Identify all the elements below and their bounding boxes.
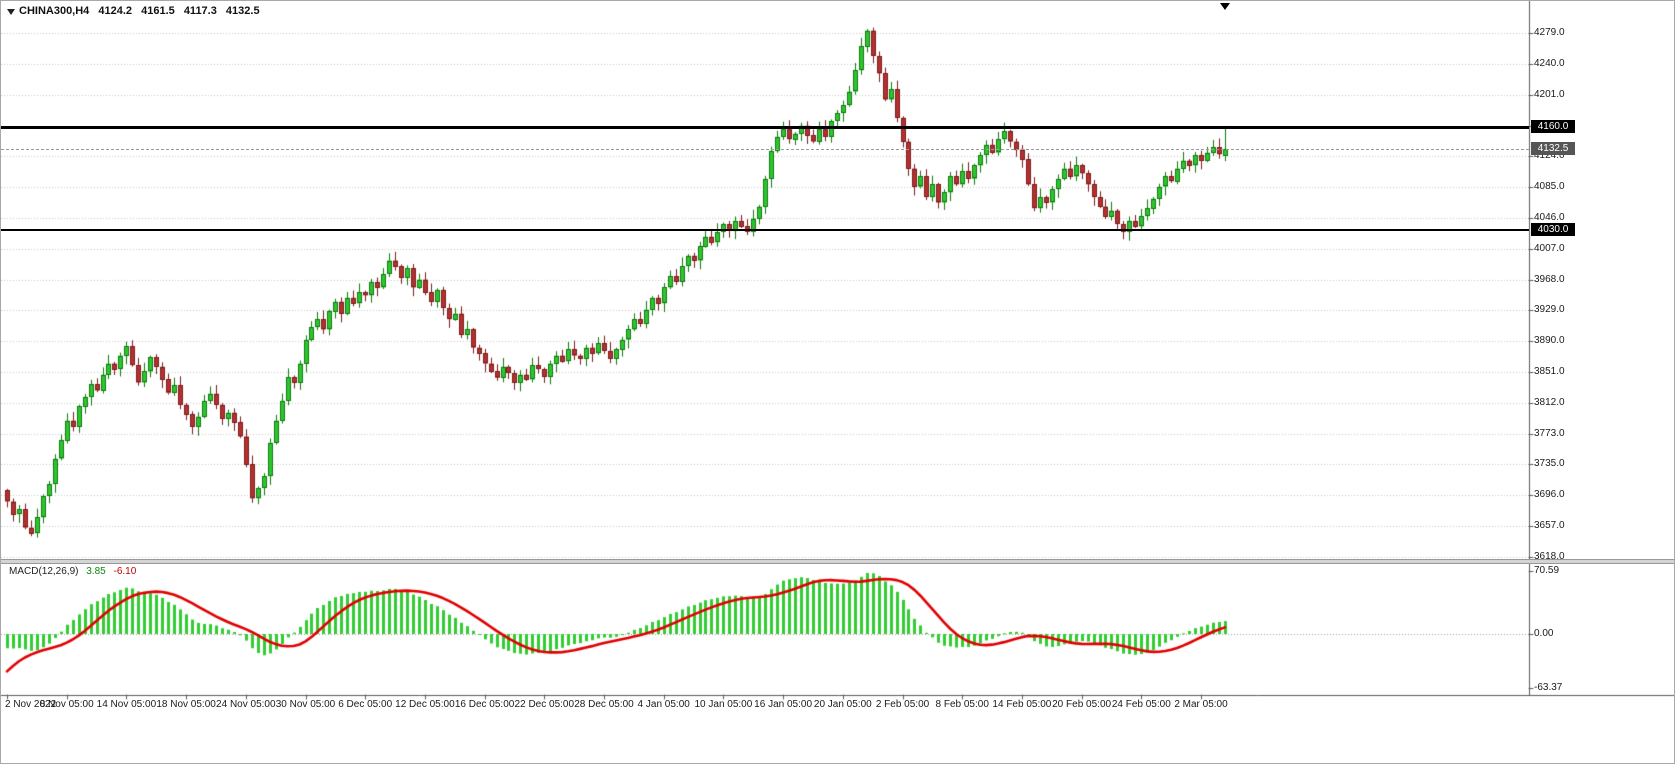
macd-value-main: 3.85 [86, 566, 106, 577]
time-scale-label: 4 Jan 05:00 [637, 699, 690, 710]
hline-price-badge: 4160.0 [1531, 120, 1575, 133]
time-scale-label: 20 Jan 05:00 [813, 699, 872, 710]
time-scale-label: 14 Nov 05:00 [96, 699, 157, 710]
chart-title: CHINA300,H4 4124.2 4161.5 4117.3 4132.5 [19, 5, 266, 17]
time-scale-label: 14 Feb 05:00 [992, 699, 1052, 710]
time-scale-label: 10 Jan 05:00 [694, 699, 753, 710]
time-scale-label: 2 Mar 05:00 [1174, 699, 1228, 710]
time-scale-label: 6 Dec 05:00 [338, 699, 393, 710]
price-scale[interactable]: 4160.0 4030.0 4132.5 70.59 0.00 -63.37 4… [1530, 1, 1674, 763]
price-scale-label: 3851.0 [1534, 366, 1565, 378]
time-scale-label: 20 Feb 05:00 [1052, 699, 1112, 710]
ohlc-open: 4124.2 [98, 5, 133, 17]
price-scale-label: 4240.0 [1534, 57, 1565, 69]
time-scale-label: 30 Nov 05:00 [275, 699, 336, 710]
time-scale-label: 22 Dec 05:00 [514, 699, 575, 710]
time-scale-label: 2 Nov 2022 [5, 699, 57, 710]
macd-scale-max: 70.59 [1534, 565, 1560, 576]
time-scale-label: 2 Feb 05:00 [875, 699, 930, 710]
macd-name: MACD(12,26,9) [9, 566, 79, 577]
time-scale-label: 24 Feb 05:00 [1111, 699, 1171, 710]
support-line[interactable] [1, 229, 1529, 231]
ohlc-close: 4132.5 [225, 5, 260, 17]
panel-splitter[interactable] [1, 559, 1674, 564]
macd-scale-zero: 0.00 [1534, 628, 1554, 639]
price-scale-label: 3618.0 [1534, 551, 1565, 562]
price-scale-label: 3890.0 [1534, 335, 1565, 347]
price-scale-label: 3657.0 [1534, 520, 1565, 532]
resistance-line[interactable] [1, 126, 1529, 129]
current-price-badge: 4132.5 [1531, 142, 1575, 155]
price-scale-label: 3773.0 [1534, 428, 1565, 440]
chart-shift-marker-icon[interactable] [1220, 3, 1230, 10]
price-scale-label: 4085.0 [1534, 180, 1565, 192]
price-scale-label: 4279.0 [1534, 27, 1565, 38]
time-scale-label: 8 Nov 05:00 [39, 699, 94, 710]
time-scale-label: 18 Nov 05:00 [156, 699, 216, 710]
price-scale-label: 4201.0 [1534, 88, 1565, 100]
ohlc-high: 4161.5 [141, 5, 175, 17]
symbol-label: CHINA300,H4 [19, 5, 90, 17]
price-scale-label: 3929.0 [1534, 304, 1565, 316]
time-scale-label: 24 Nov 05:00 [216, 699, 276, 710]
time-scale-label: 8 Feb 05:00 [935, 699, 989, 710]
ohlc-low: 4117.3 [183, 5, 217, 17]
time-scale-label: 16 Dec 05:00 [454, 699, 515, 710]
price-scale-label: 3812.0 [1534, 397, 1565, 409]
price-scale-label: 3696.0 [1534, 489, 1565, 501]
price-scale-label: 3968.0 [1534, 273, 1565, 285]
time-scale-label: 16 Jan 05:00 [754, 699, 813, 710]
symbol-dropdown-icon[interactable] [7, 9, 15, 15]
price-scale-label: 4007.0 [1534, 242, 1565, 254]
hline-price-badge: 4030.0 [1531, 223, 1575, 236]
current-price-line [1, 149, 1529, 150]
price-scale-label: 4046.0 [1534, 211, 1565, 223]
time-scale-label: 12 Dec 05:00 [395, 699, 455, 710]
macd-scale-min: -63.37 [1534, 682, 1563, 693]
price-scale-label: 4124.0 [1534, 149, 1565, 161]
time-scale-label: 28 Dec 05:00 [574, 699, 634, 710]
time-scale[interactable]: 2 Nov 2022 8 Nov 05:00 14 Nov 05:00 18 Nov … [1, 695, 1674, 763]
price-scale-label: 3735.0 [1534, 458, 1565, 470]
macd-value-signal: -6.10 [113, 566, 137, 577]
macd-indicator-label: MACD(12,26,9) 3.85 -6.10 [9, 566, 141, 577]
